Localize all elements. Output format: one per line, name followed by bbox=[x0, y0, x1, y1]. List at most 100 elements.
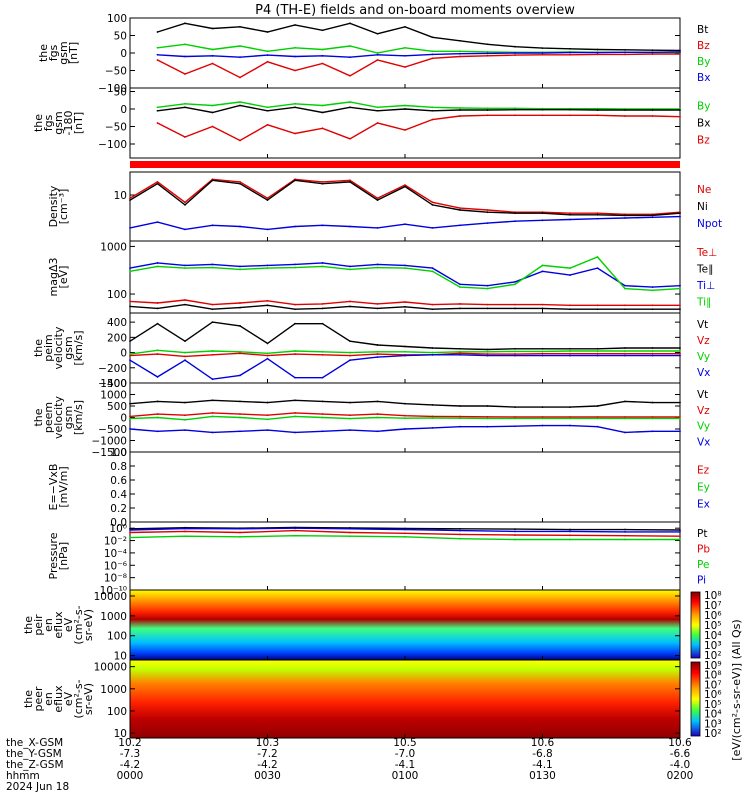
data-point bbox=[211, 125, 214, 128]
data-point bbox=[541, 264, 544, 267]
data-point bbox=[624, 528, 626, 531]
footer-value: 10.3 bbox=[256, 737, 279, 749]
footer-label: 2024 Jun 18 bbox=[6, 781, 69, 793]
data-point bbox=[321, 182, 324, 185]
data-point bbox=[404, 301, 406, 303]
data-point bbox=[184, 340, 186, 343]
data-point bbox=[569, 308, 571, 311]
data-point bbox=[239, 181, 241, 183]
panel-density: 10 Density[cm⁻³] Ne Ni Npot bbox=[47, 171, 722, 242]
data-point bbox=[514, 347, 516, 350]
data-point bbox=[569, 350, 571, 352]
data-point bbox=[184, 527, 186, 530]
data-point bbox=[651, 115, 654, 117]
data-point bbox=[156, 349, 159, 352]
footer-value: 10.6 bbox=[531, 737, 555, 749]
legend-entry: Ne bbox=[697, 184, 711, 196]
data-point bbox=[459, 39, 461, 42]
data-point bbox=[431, 57, 434, 60]
data-point bbox=[294, 412, 296, 414]
data-point bbox=[294, 55, 296, 58]
footer-label: the_Z-GSM bbox=[6, 759, 64, 771]
data-point bbox=[541, 352, 544, 355]
colorbar-tick: 10² bbox=[704, 650, 722, 662]
legend-entry: By bbox=[697, 101, 710, 113]
data-point bbox=[486, 415, 489, 418]
data-point bbox=[349, 359, 351, 362]
data-point bbox=[349, 181, 351, 183]
data-point bbox=[294, 263, 296, 266]
data-point bbox=[184, 43, 186, 46]
data-point bbox=[679, 215, 681, 218]
data-point bbox=[514, 107, 516, 110]
data-point bbox=[431, 270, 434, 273]
data-point bbox=[294, 179, 296, 182]
data-point bbox=[321, 29, 324, 32]
y-tick-label: 0 bbox=[120, 413, 127, 425]
data-point bbox=[569, 267, 571, 270]
data-point bbox=[129, 353, 131, 355]
data-point bbox=[349, 535, 351, 538]
data-point bbox=[239, 104, 241, 107]
data-point bbox=[404, 185, 406, 188]
legend-entry: Ni bbox=[697, 201, 708, 213]
data-point bbox=[376, 353, 379, 355]
data-point bbox=[184, 264, 186, 267]
data-point bbox=[266, 199, 269, 201]
data-point bbox=[156, 413, 159, 415]
colorbar-tick: 10⁷ bbox=[704, 679, 722, 691]
data-point bbox=[514, 212, 516, 215]
data-point bbox=[596, 107, 599, 110]
data-point bbox=[596, 308, 599, 311]
data-point bbox=[184, 535, 186, 538]
y-tick-label: 0.6 bbox=[110, 475, 127, 487]
y-axis-label: gsm bbox=[62, 336, 75, 359]
data-point bbox=[184, 303, 186, 306]
footer-label: the_Y-GSM bbox=[6, 748, 62, 760]
data-point bbox=[679, 287, 681, 290]
data-point bbox=[266, 418, 269, 421]
data-point bbox=[211, 399, 214, 402]
data-point bbox=[349, 265, 351, 268]
colorbar-tick: 10⁵ bbox=[704, 699, 722, 711]
data-point bbox=[129, 227, 131, 229]
data-point bbox=[376, 106, 379, 109]
y-axis-label: magΔ3 bbox=[47, 258, 60, 297]
data-point bbox=[404, 108, 406, 110]
legend-entry: Te⊥ bbox=[696, 247, 717, 259]
y-tick-label: 0.4 bbox=[110, 489, 127, 501]
y-axis-label: velocity bbox=[52, 326, 65, 369]
data-point bbox=[294, 376, 296, 379]
data-point bbox=[459, 209, 461, 211]
data-point bbox=[184, 228, 186, 231]
legend-entry: By bbox=[697, 56, 710, 68]
data-point bbox=[294, 46, 296, 49]
data-point bbox=[541, 424, 544, 427]
data-point bbox=[679, 51, 681, 53]
data-point bbox=[569, 347, 571, 350]
data-point bbox=[266, 106, 269, 109]
data-point bbox=[156, 353, 159, 355]
data-point bbox=[459, 353, 461, 356]
data-point bbox=[239, 535, 241, 538]
data-point bbox=[541, 47, 544, 49]
data-point bbox=[651, 214, 654, 217]
data-point bbox=[651, 53, 654, 55]
y-axis-label: eV bbox=[62, 691, 75, 706]
data-point bbox=[541, 219, 544, 222]
footer-value: -7.2 bbox=[257, 748, 278, 760]
y-tick-label: 100 bbox=[107, 631, 127, 643]
data-point bbox=[376, 344, 379, 346]
data-point bbox=[651, 430, 654, 433]
data-point bbox=[679, 352, 681, 355]
data-point bbox=[569, 530, 571, 533]
data-point bbox=[321, 224, 324, 227]
series-line-By bbox=[157, 101, 680, 110]
data-point bbox=[459, 224, 461, 227]
data-point bbox=[651, 109, 654, 111]
data-point bbox=[431, 353, 434, 356]
data-point bbox=[349, 74, 351, 77]
data-point bbox=[624, 417, 626, 420]
data-point bbox=[541, 270, 544, 273]
